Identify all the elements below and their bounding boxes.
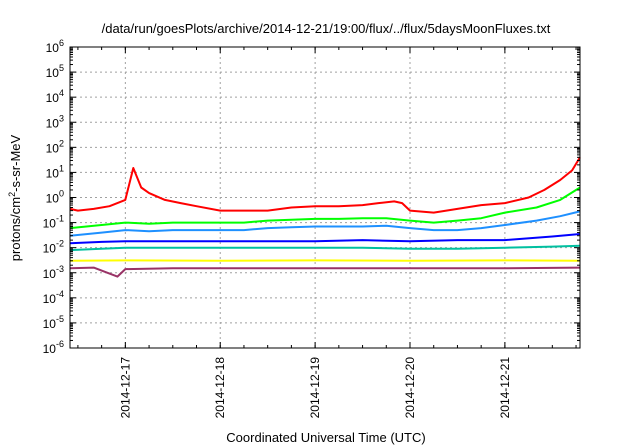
series-line-4 bbox=[69, 233, 581, 245]
x-axis-ticks: 2014-12-17 2014-12-18 2014-12-19 2014-12-20… bbox=[77, 47, 577, 419]
y-tick-label: 10-1 bbox=[43, 214, 64, 231]
y-tick-label: 10-4 bbox=[43, 289, 64, 306]
y-tick-label: 103 bbox=[46, 113, 64, 130]
series-line-3 bbox=[69, 210, 581, 237]
x-axis-label: Coordinated Universal Time (UTC) bbox=[226, 430, 425, 445]
y-axis-label-main: protons/cm bbox=[8, 197, 23, 261]
y-tick-label: 101 bbox=[46, 163, 64, 180]
x-tick-label: 2014-12-18 bbox=[213, 357, 227, 419]
series-line-7 bbox=[69, 266, 581, 278]
y-tick-label: 10-2 bbox=[43, 239, 64, 256]
x-tick-label: 2014-12-21 bbox=[498, 357, 512, 419]
grid-lines bbox=[70, 47, 580, 348]
y-axis-label-units: -s-sr-MeV bbox=[8, 134, 23, 191]
y-tick-label: 102 bbox=[46, 138, 64, 155]
x-tick-label: 2014-12-20 bbox=[403, 357, 417, 419]
x-tick-label: 2014-12-17 bbox=[118, 357, 132, 419]
y-tick-label: 10-6 bbox=[43, 339, 64, 356]
y-tick-label: 10-3 bbox=[43, 264, 64, 281]
y-axis-label-superscript: 2 bbox=[7, 192, 17, 197]
y-axis-label: protons/cm2-s-sr-MeV bbox=[7, 134, 23, 261]
y-tick-label: 104 bbox=[46, 88, 64, 105]
series-group bbox=[69, 156, 581, 278]
y-axis-ticks: 10-6 10-5 10-4 10-3 10-2 10-1 100 101 102 103 104 1… bbox=[43, 38, 580, 356]
y-tick-label: 10-5 bbox=[43, 314, 64, 331]
series-line-1 bbox=[69, 156, 581, 214]
series-line-5 bbox=[69, 244, 581, 252]
x-tick-label: 2014-12-19 bbox=[308, 357, 322, 419]
y-tick-label: 106 bbox=[46, 38, 64, 55]
series-line-2 bbox=[69, 186, 581, 230]
chart-title: /data/run/goesPlots/archive/2014-12-21/1… bbox=[102, 21, 551, 36]
y-tick-label: 100 bbox=[46, 189, 64, 206]
y-tick-label: 105 bbox=[46, 63, 64, 80]
